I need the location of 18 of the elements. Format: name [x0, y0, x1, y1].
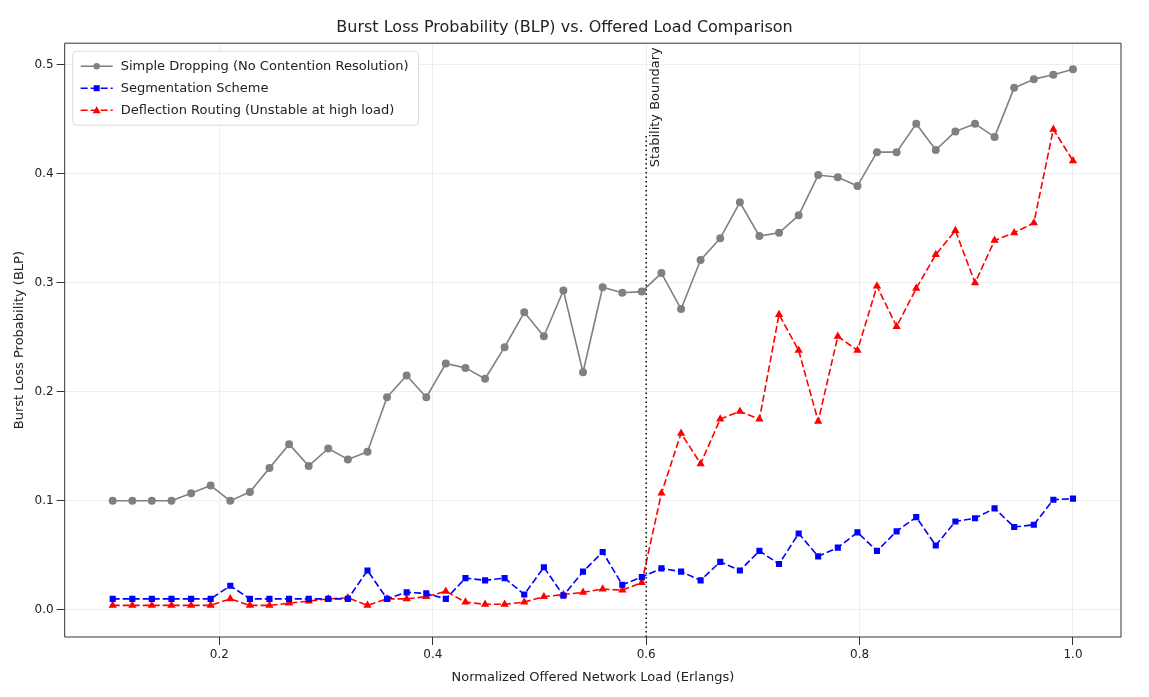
- x-tick-label: 1.0: [1063, 647, 1083, 662]
- x-tick-label: 0.8: [850, 647, 870, 662]
- legend-label: Simple Dropping (No Contention Resolution): [120, 57, 409, 73]
- x-tick-label: 0.6: [636, 647, 656, 662]
- chart-title: Burst Loss Probability (BLP) vs. Offered Load Comparison: [336, 16, 793, 36]
- legend-label: Deflection Routing (Unstable at high load): [120, 101, 395, 117]
- legend-label: Segmentation Scheme: [120, 79, 269, 95]
- x-axis-title: Normalized Offered Network Load (Erlangs): [451, 668, 735, 684]
- y-tick-label: 0.1: [34, 492, 54, 507]
- y-tick-label: 0.4: [34, 166, 54, 181]
- y-tick-label: 0.5: [34, 57, 54, 72]
- y-tick-label: 0.3: [34, 275, 54, 290]
- x-tick-label: 0.2: [209, 647, 229, 662]
- y-tick-label: 0.0: [34, 601, 54, 616]
- x-tick-label: 0.4: [423, 647, 443, 662]
- y-tick-label: 0.2: [34, 383, 54, 398]
- y-axis-title: Burst Loss Probability (BLP): [11, 251, 27, 430]
- ref-line-label: Stability Boundary: [647, 46, 663, 168]
